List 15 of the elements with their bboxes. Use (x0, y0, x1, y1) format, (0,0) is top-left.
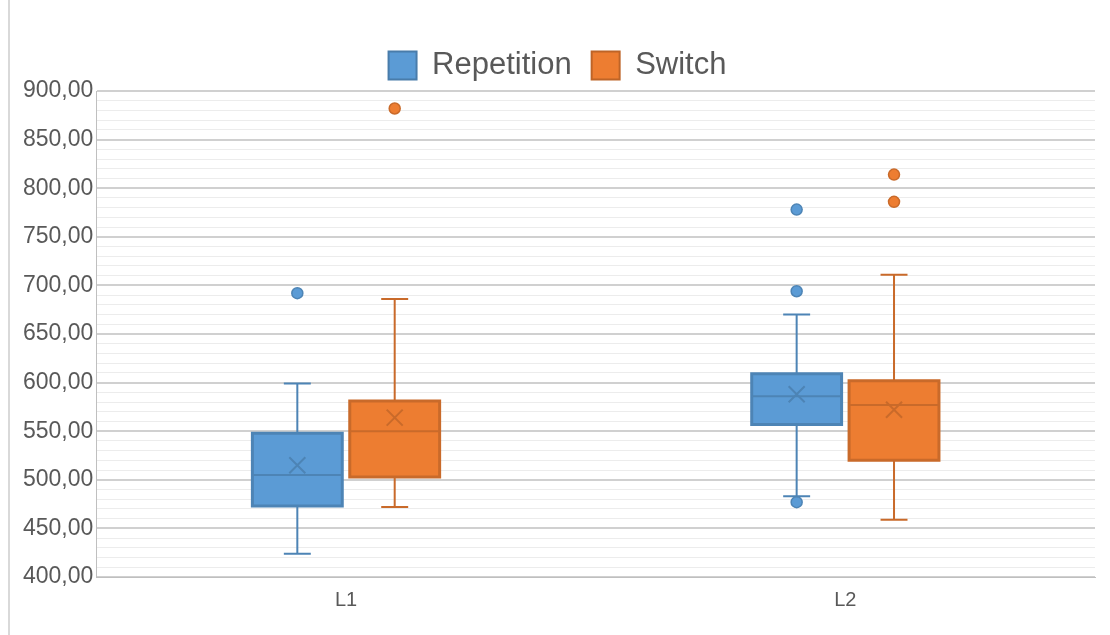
y-tick-label: 750,00 (22, 222, 94, 249)
y-tick-label: 700,00 (22, 270, 94, 297)
y-tick-label: 600,00 (22, 367, 94, 394)
y-tick-label: 550,00 (22, 416, 94, 443)
y-tick-label: 400,00 (22, 562, 94, 589)
y-tick-label: 850,00 (22, 124, 94, 151)
y-tick-label: 500,00 (22, 465, 94, 492)
x-tick-label: L2 (834, 587, 857, 610)
legend-label: Repetition (432, 46, 572, 82)
y-tick-label: 650,00 (22, 319, 94, 346)
legend-label: Switch (635, 46, 727, 82)
x-tick-label: L1 (334, 587, 358, 610)
y-tick-label: 900,00 (22, 76, 94, 103)
y-tick-label: 800,00 (22, 173, 94, 200)
y-tick-label: 450,00 (22, 513, 94, 540)
